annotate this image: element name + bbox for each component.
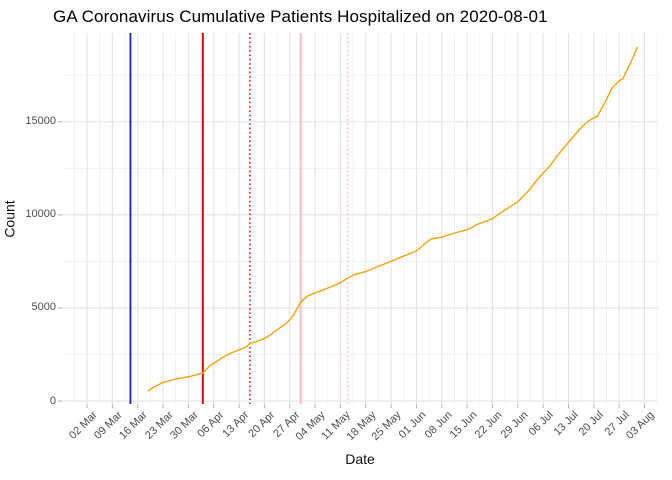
y-tick-label: 0 [49,394,56,407]
chart-title: GA Coronavirus Cumulative Patients Hospi… [53,7,548,26]
y-tick-label: 5000 [31,301,56,314]
x-axis-title: Date [345,451,375,467]
y-tick-label: 15000 [25,115,56,128]
y-axis-title-box: Count [0,121,20,317]
y-tick-label: 10000 [25,208,56,221]
y-axis-title: Count [2,200,19,238]
cumulative-patients-hospitalized-line [147,46,638,392]
